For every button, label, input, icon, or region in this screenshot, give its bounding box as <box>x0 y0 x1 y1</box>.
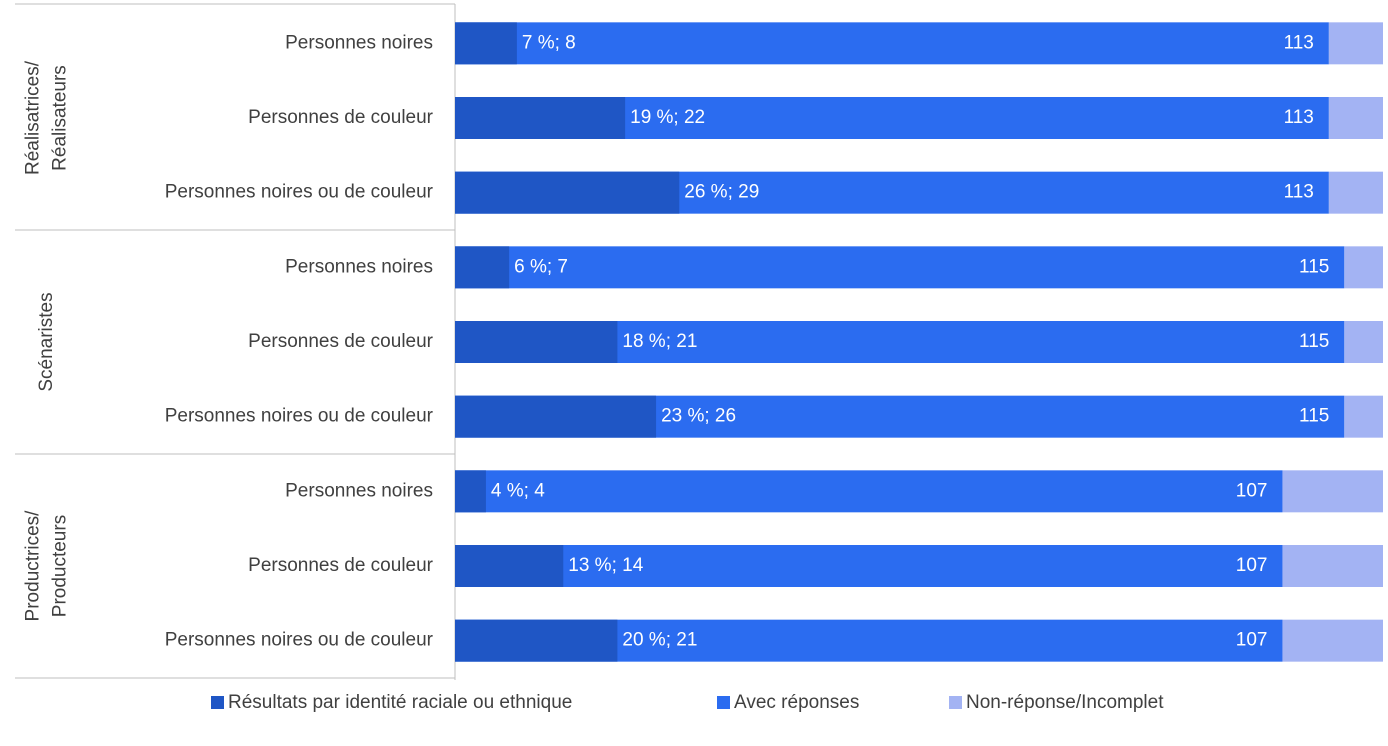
bar <box>1328 97 1383 139</box>
bar <box>455 470 1283 513</box>
y-tick-label: Personnes de couleur <box>248 107 434 128</box>
y-tick-label: Personnes noires <box>285 480 433 501</box>
y-tick-label: Personnes noires ou de couleur <box>165 630 434 651</box>
data-label: 6 %; 7 <box>514 256 568 277</box>
y-tick-label: Personnes noires ou de couleur <box>165 182 434 203</box>
y-tick-label: Personnes noires ou de couleur <box>165 406 434 427</box>
y-tick-label: Personnes noires <box>285 32 433 53</box>
data-label: 19 %; 22 <box>630 107 705 128</box>
group-label: Réalisatrices/ <box>23 60 44 175</box>
y-tick-label: Personnes de couleur <box>248 331 434 352</box>
bar <box>455 545 1283 587</box>
data-label: 115 <box>1299 331 1329 352</box>
group-label: Productrices/ <box>23 510 44 622</box>
bar <box>1328 171 1383 214</box>
group-label: Producteurs <box>50 515 71 617</box>
bar <box>1282 619 1383 662</box>
data-label: 113 <box>1284 32 1314 53</box>
data-label: 113 <box>1284 107 1314 128</box>
data-label: 107 <box>1236 630 1268 651</box>
bar <box>455 246 510 289</box>
group-label: Scénaristes <box>36 292 57 391</box>
bar <box>1344 395 1383 438</box>
legend-label: Résultats par identité raciale ou ethniq… <box>228 692 572 713</box>
data-label: 4 %; 4 <box>491 480 545 501</box>
data-label: 107 <box>1236 480 1268 501</box>
data-label: 18 %; 21 <box>622 331 697 352</box>
bar <box>455 395 657 438</box>
bar <box>1344 321 1383 363</box>
legend-label: Non-réponse/Incomplet <box>966 692 1164 713</box>
bar <box>455 171 680 214</box>
bar <box>455 321 618 363</box>
bar <box>455 97 626 139</box>
bar <box>455 545 564 587</box>
legend-swatch <box>211 696 224 709</box>
data-label: 23 %; 26 <box>661 406 736 427</box>
legend-swatch <box>717 696 730 709</box>
data-label: 7 %; 8 <box>522 32 576 53</box>
data-label: 26 %; 29 <box>684 182 759 203</box>
bar <box>1282 470 1383 513</box>
data-label: 113 <box>1284 182 1314 203</box>
data-label: 107 <box>1236 555 1268 576</box>
legend-label: Avec réponses <box>734 692 859 713</box>
bar <box>455 22 1329 65</box>
data-label: 20 %; 21 <box>622 630 697 651</box>
y-tick-label: Personnes noires <box>285 256 433 277</box>
data-label: 13 %; 14 <box>568 555 643 576</box>
bar <box>455 22 517 65</box>
bar <box>1328 22 1383 65</box>
y-tick-label: Personnes de couleur <box>248 555 434 576</box>
bar <box>1282 545 1383 587</box>
data-label: 115 <box>1299 406 1329 427</box>
bar <box>455 619 618 662</box>
data-label: 115 <box>1299 256 1329 277</box>
group-label: Réalisateurs <box>50 65 71 171</box>
legend-swatch <box>949 696 962 709</box>
bar <box>455 470 486 513</box>
bar <box>455 246 1345 289</box>
bar <box>1344 246 1383 289</box>
